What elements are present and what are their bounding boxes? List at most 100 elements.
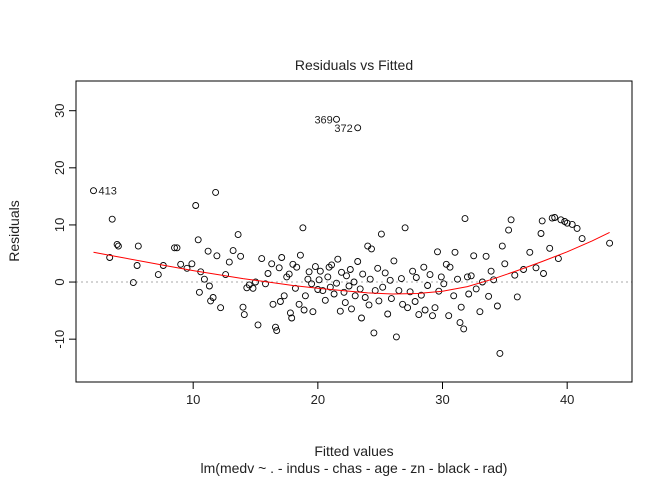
residual-point bbox=[366, 275, 374, 283]
residual-point bbox=[573, 224, 581, 232]
residual-point bbox=[300, 306, 308, 314]
residual-point bbox=[487, 267, 495, 275]
residual-point bbox=[209, 294, 217, 301]
residual-point bbox=[315, 276, 323, 284]
residual-point bbox=[417, 291, 425, 299]
residual-point bbox=[316, 267, 324, 275]
x-tick-label: 30 bbox=[435, 392, 449, 407]
residual-points bbox=[90, 115, 614, 357]
residual-point bbox=[311, 263, 319, 271]
residual-point bbox=[526, 248, 534, 256]
residual-point bbox=[319, 287, 327, 295]
residual-point bbox=[338, 268, 345, 276]
residual-point bbox=[505, 226, 513, 234]
residual-point bbox=[511, 271, 519, 279]
residual-point bbox=[171, 244, 178, 252]
residual-point bbox=[472, 285, 480, 293]
residual-point bbox=[546, 244, 554, 252]
residual-point bbox=[445, 312, 453, 320]
outlier-label: 372 bbox=[334, 123, 352, 135]
residual-point bbox=[304, 275, 312, 283]
residual-point bbox=[134, 242, 142, 250]
residual-point bbox=[336, 307, 344, 315]
residual-point bbox=[368, 245, 375, 253]
residual-point bbox=[204, 247, 212, 255]
residual-point bbox=[275, 264, 283, 272]
x-tick-label: 40 bbox=[560, 392, 574, 407]
residual-point bbox=[532, 264, 540, 272]
y-tick-label: -10 bbox=[52, 330, 67, 349]
residual-point bbox=[212, 188, 220, 196]
residual-point bbox=[463, 273, 471, 281]
residual-point bbox=[295, 300, 303, 308]
residual-point bbox=[498, 242, 506, 250]
residual-point bbox=[343, 272, 350, 280]
residual-point bbox=[440, 280, 448, 288]
residual-point bbox=[113, 240, 121, 248]
residual-point bbox=[568, 220, 576, 228]
residual-point bbox=[333, 115, 340, 123]
residual-point bbox=[456, 319, 464, 327]
residual-point bbox=[341, 299, 349, 307]
residual-point bbox=[133, 262, 141, 269]
residual-point bbox=[222, 271, 230, 279]
model-formula-subtitle: lm(medv ~ . - indus - chas - age - zn - … bbox=[201, 460, 508, 476]
residual-point bbox=[309, 308, 317, 316]
residual-point bbox=[404, 304, 412, 312]
residual-point bbox=[324, 273, 332, 281]
residual-point bbox=[482, 252, 490, 260]
chart-title: Residuals vs Fitted bbox=[295, 57, 413, 73]
residual-point bbox=[195, 288, 203, 296]
y-tick-label: 10 bbox=[52, 218, 67, 232]
residual-point bbox=[286, 309, 294, 317]
residual-point bbox=[278, 254, 286, 261]
residual-point bbox=[225, 258, 233, 266]
residual-point bbox=[496, 349, 504, 357]
residual-point bbox=[412, 274, 420, 281]
residual-point bbox=[264, 270, 272, 277]
residual-point bbox=[392, 333, 400, 341]
residual-point bbox=[330, 290, 338, 298]
lowess-smoother-line bbox=[93, 231, 610, 295]
residual-point bbox=[557, 216, 565, 224]
residual-point bbox=[513, 293, 521, 301]
residual-point bbox=[451, 248, 459, 256]
residual-point bbox=[540, 270, 547, 277]
residual-point bbox=[177, 260, 185, 268]
residual-point bbox=[470, 252, 478, 260]
residual-point bbox=[276, 298, 284, 305]
residual-point bbox=[314, 286, 322, 293]
residual-point bbox=[387, 295, 395, 303]
residual-point bbox=[354, 124, 362, 132]
residual-point bbox=[485, 292, 493, 300]
residual-point bbox=[361, 294, 369, 301]
residual-point bbox=[262, 280, 269, 288]
residual-point bbox=[467, 272, 475, 280]
residual-point bbox=[258, 255, 266, 263]
residual-point bbox=[493, 302, 501, 310]
residual-point bbox=[420, 263, 428, 271]
residual-point bbox=[415, 311, 423, 319]
x-axis-title: Fitted values bbox=[314, 443, 393, 459]
residual-point bbox=[563, 219, 571, 227]
y-axis-title: Residuals bbox=[6, 200, 22, 261]
residual-point bbox=[252, 278, 259, 286]
residual-point bbox=[537, 230, 545, 237]
y-tick-label: 20 bbox=[52, 161, 67, 175]
residual-point bbox=[129, 279, 137, 287]
residual-point bbox=[351, 292, 359, 300]
residual-point bbox=[296, 251, 304, 259]
residual-point bbox=[465, 290, 473, 298]
residual-point bbox=[305, 268, 313, 276]
residual-point bbox=[424, 282, 432, 289]
residual-point bbox=[450, 292, 458, 300]
residual-point bbox=[200, 275, 208, 283]
residual-point bbox=[90, 187, 97, 195]
residual-point bbox=[188, 260, 196, 268]
residual-point bbox=[397, 275, 405, 283]
residual-point bbox=[213, 252, 221, 260]
residual-point bbox=[538, 217, 546, 225]
residual-point bbox=[446, 263, 454, 271]
y-tick-label: 30 bbox=[52, 103, 67, 117]
residual-point bbox=[375, 297, 383, 305]
